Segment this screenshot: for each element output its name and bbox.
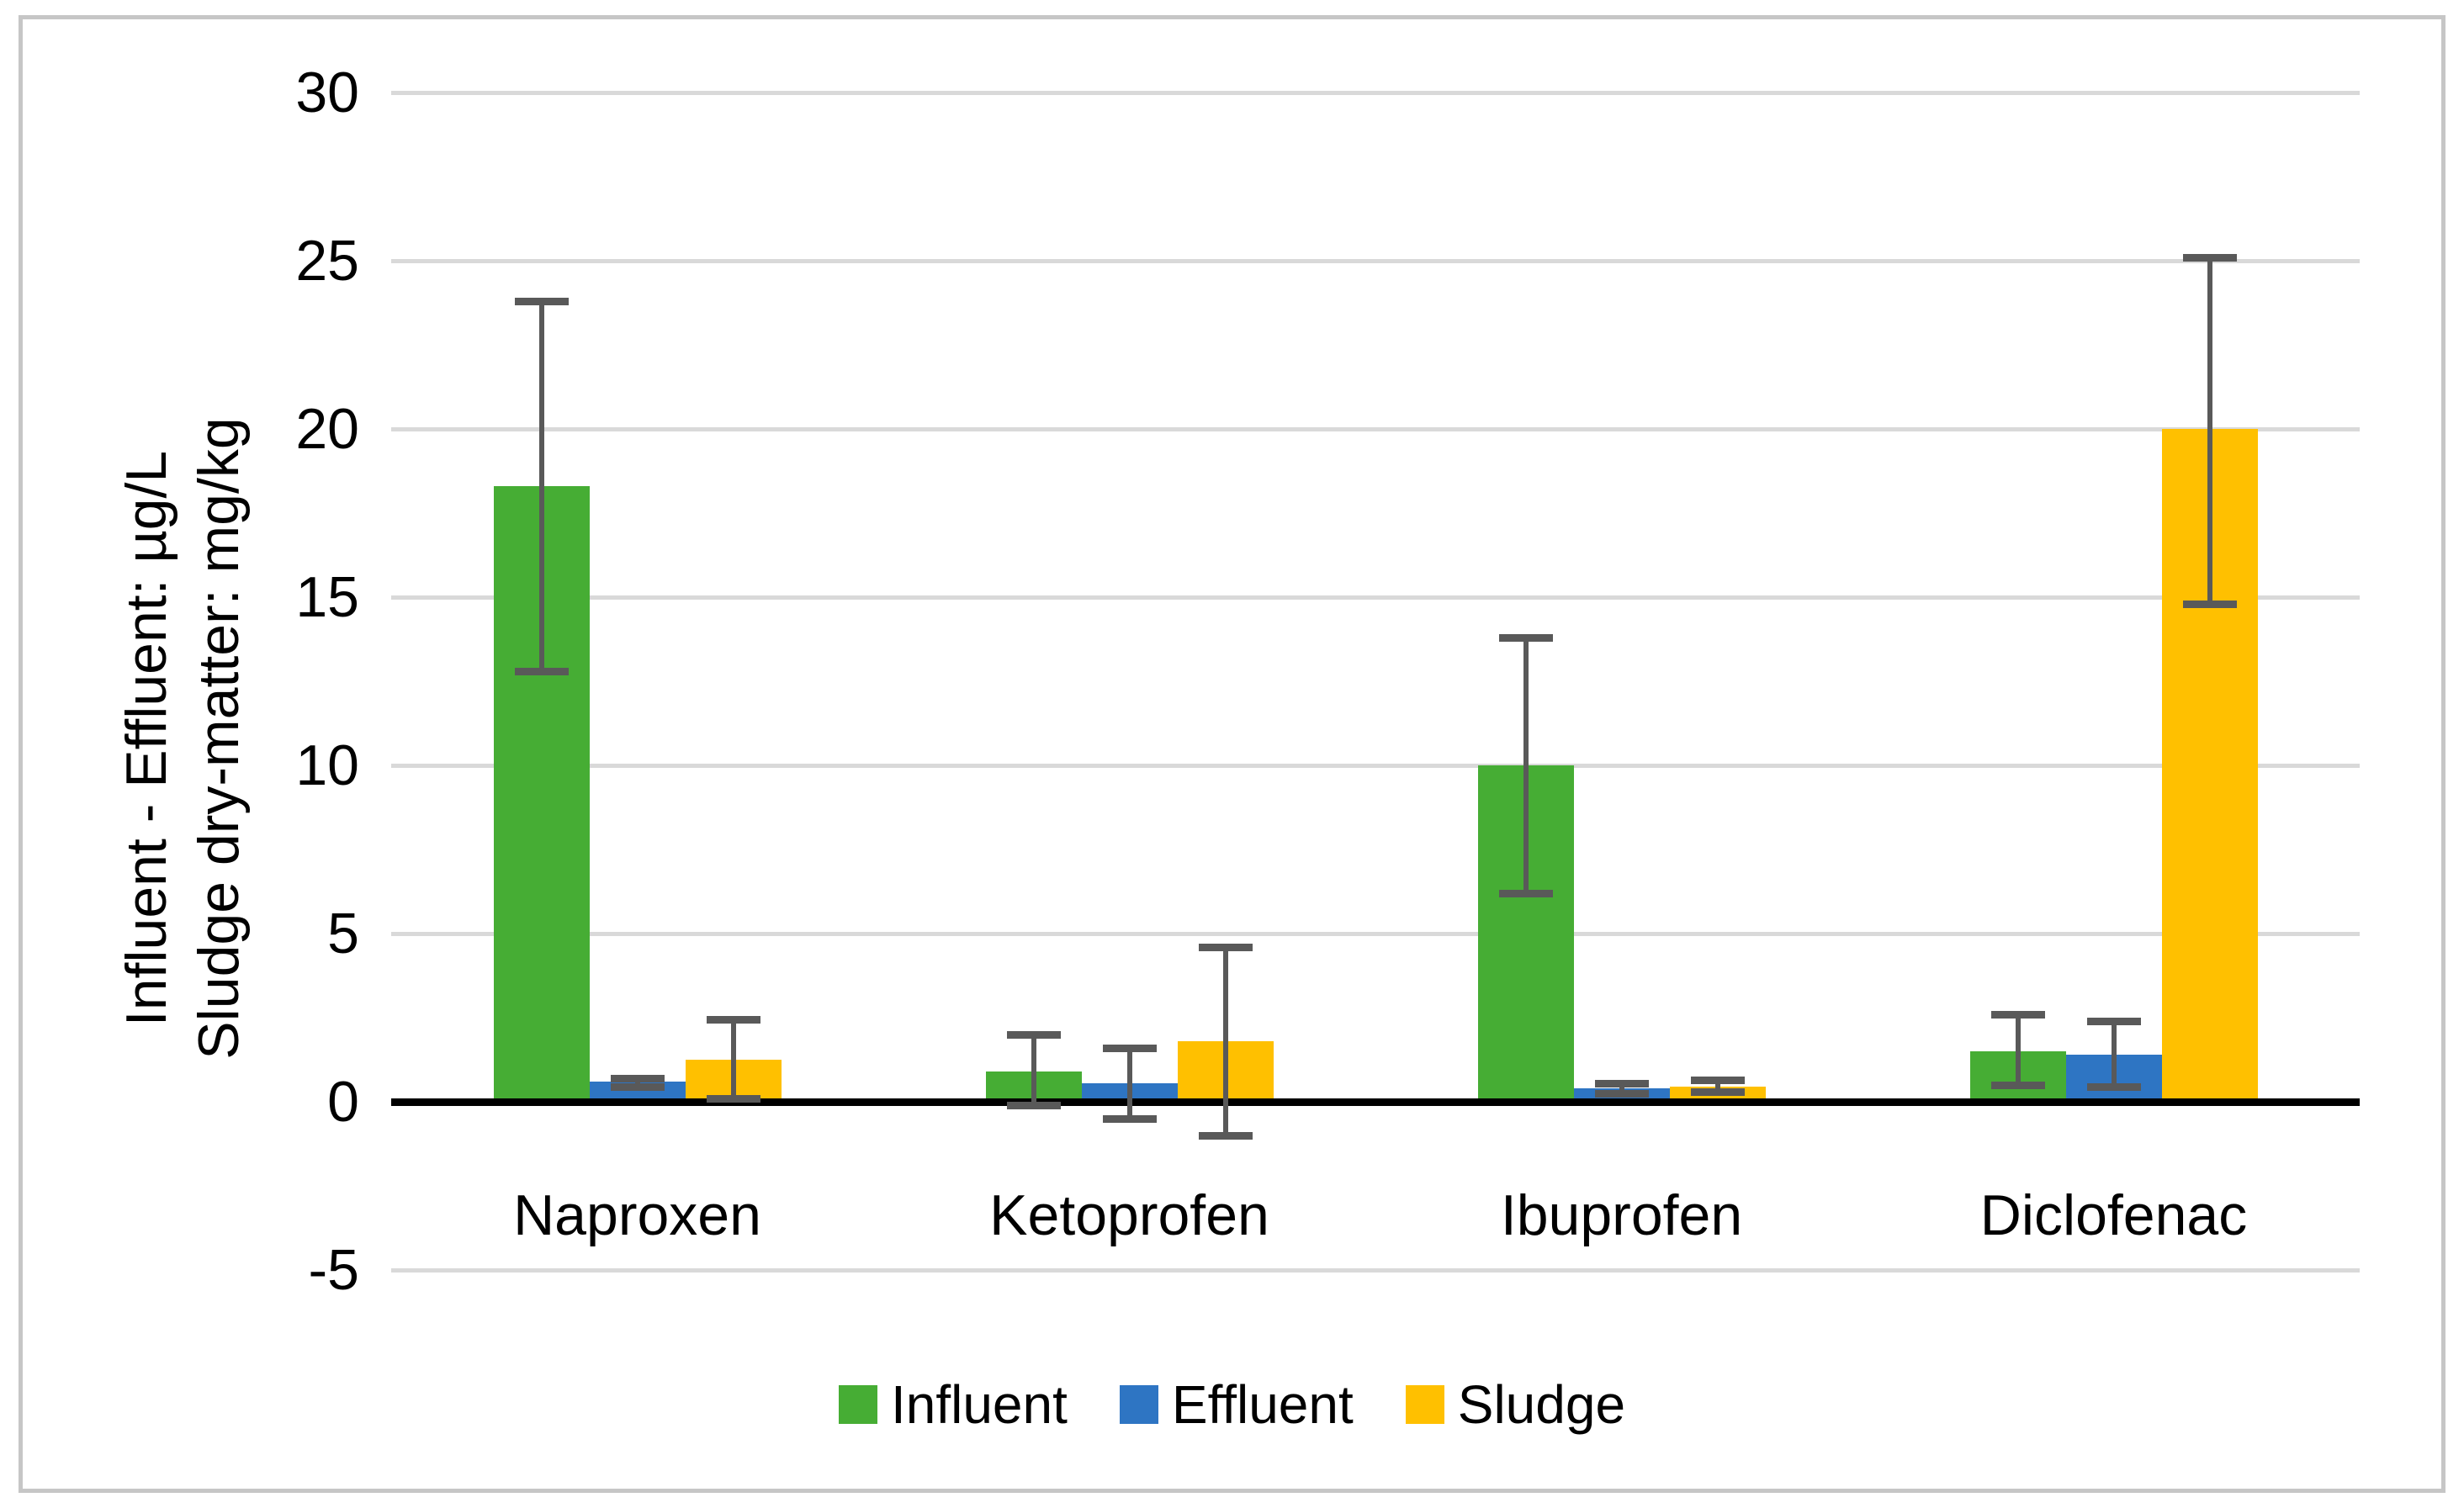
y-axis-title-line1: Influent - Effluent: µg/L <box>114 450 178 1027</box>
error-whisker-sludge-ibuprofen <box>1714 1080 1720 1092</box>
error-whisker-effluent-naproxen <box>634 1078 640 1087</box>
legend-label-influent: Influent <box>890 1374 1068 1435</box>
y-tick-label-10: 10 <box>295 733 359 797</box>
gridline-15 <box>391 595 2360 600</box>
error-cap-low-sludge-naproxen <box>706 1095 760 1103</box>
gridline-5 <box>391 932 2360 936</box>
legend: Influent Effluent Sludge <box>23 1375 2441 1434</box>
error-cap-high-effluent-naproxen <box>610 1075 665 1082</box>
legend-label-effluent: Effluent <box>1171 1374 1354 1435</box>
gridline-25 <box>391 259 2360 263</box>
chart-border: 30 25 20 15 10 5 0 -5 Influent - Effluent: µg/L… <box>19 15 2445 1493</box>
category-label-naproxen: Naproxen <box>513 1183 761 1247</box>
error-cap-low-effluent-ibuprofen <box>1594 1090 1649 1098</box>
error-cap-low-sludge-ibuprofen <box>1690 1088 1745 1096</box>
legend-swatch-sludge <box>1405 1385 1444 1424</box>
y-tick-label--5: -5 <box>308 1238 359 1302</box>
category-label-ketoprofen: Ketoprofen <box>989 1183 1269 1247</box>
error-whisker-sludge-naproxen <box>730 1019 736 1098</box>
error-cap-high-sludge-naproxen <box>706 1016 760 1024</box>
gridline-10 <box>391 764 2360 768</box>
plot-area <box>23 19 2441 1489</box>
y-axis-title: Influent - Effluent: µg/L Sludge dry-mat… <box>110 82 255 1394</box>
error-cap-high-sludge-ketoprofen <box>1198 944 1253 951</box>
y-tick-label-30: 30 <box>295 61 359 124</box>
y-tick-label-20: 20 <box>295 397 359 461</box>
error-cap-low-influent-diclofenac <box>1990 1082 2045 1089</box>
error-whisker-sludge-ketoprofen <box>1222 947 1228 1135</box>
legend-label-sludge: Sludge <box>1457 1374 1626 1435</box>
category-label-ibuprofen: Ibuprofen <box>1500 1183 1743 1247</box>
error-cap-low-effluent-ketoprofen <box>1102 1115 1157 1123</box>
error-cap-low-influent-ketoprofen <box>1006 1102 1061 1109</box>
error-cap-low-effluent-diclofenac <box>2086 1083 2141 1091</box>
error-cap-high-influent-diclofenac <box>1990 1011 2045 1019</box>
y-axis-title-line2: Sludge dry-matter: mg/kg <box>187 417 251 1060</box>
y-tick-label-25: 25 <box>295 229 359 293</box>
legend-item-influent: Influent <box>838 1374 1068 1435</box>
error-whisker-influent-naproxen <box>538 301 544 671</box>
error-cap-high-effluent-diclofenac <box>2086 1018 2141 1025</box>
error-cap-high-sludge-ibuprofen <box>1690 1077 1745 1084</box>
error-cap-high-influent-ketoprofen <box>1006 1031 1061 1039</box>
gridline--5 <box>391 1268 2360 1273</box>
gridline-30 <box>391 91 2360 95</box>
error-cap-low-influent-naproxen <box>514 668 569 675</box>
error-cap-low-effluent-naproxen <box>610 1083 665 1091</box>
y-tick-label-15: 15 <box>295 565 359 629</box>
legend-item-effluent: Effluent <box>1119 1374 1354 1435</box>
error-whisker-influent-ketoprofen <box>1031 1034 1036 1105</box>
error-cap-high-influent-naproxen <box>514 298 569 305</box>
error-whisker-effluent-diclofenac <box>2111 1021 2117 1087</box>
error-whisker-influent-ibuprofen <box>1523 638 1529 893</box>
gridline-20 <box>391 427 2360 431</box>
x-axis-zero-line <box>391 1098 2360 1106</box>
error-cap-high-influent-ibuprofen <box>1498 634 1553 642</box>
error-cap-high-effluent-ketoprofen <box>1102 1045 1157 1052</box>
y-tick-label-0: 0 <box>327 1070 359 1134</box>
category-label-diclofenac: Diclofenac <box>1979 1183 2248 1247</box>
legend-swatch-influent <box>838 1385 877 1424</box>
error-cap-low-influent-ibuprofen <box>1498 890 1553 897</box>
error-cap-high-sludge-diclofenac <box>2182 254 2237 262</box>
legend-item-sludge: Sludge <box>1405 1374 1626 1435</box>
y-tick-label-5: 5 <box>327 902 359 966</box>
error-whisker-sludge-diclofenac <box>2207 257 2212 604</box>
error-whisker-influent-diclofenac <box>2015 1014 2021 1085</box>
error-cap-low-sludge-ketoprofen <box>1198 1132 1253 1140</box>
legend-swatch-effluent <box>1119 1385 1158 1424</box>
error-cap-low-sludge-diclofenac <box>2182 601 2237 608</box>
error-whisker-effluent-ketoprofen <box>1126 1048 1132 1119</box>
error-cap-high-effluent-ibuprofen <box>1594 1080 1649 1087</box>
error-whisker-effluent-ibuprofen <box>1619 1083 1624 1093</box>
